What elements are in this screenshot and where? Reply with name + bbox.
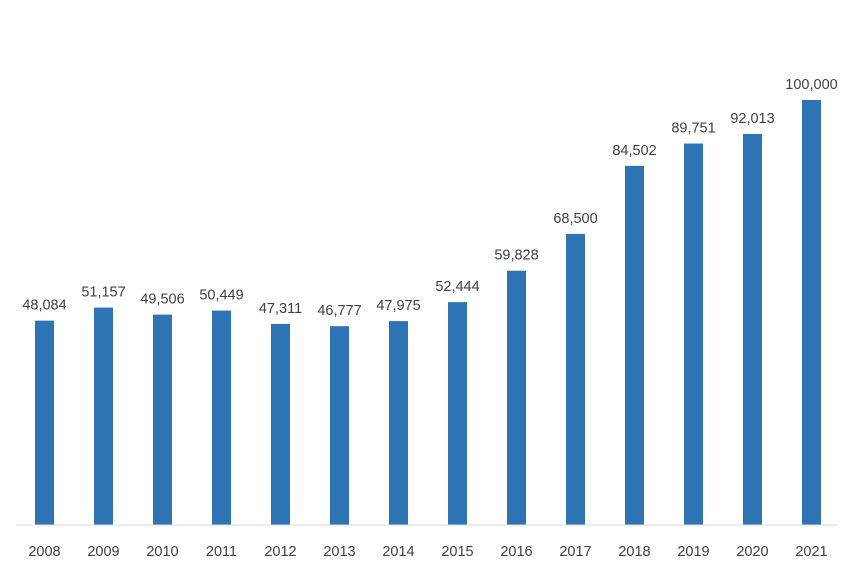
data-label-2018: 84,502 [612, 143, 656, 159]
data-label-2013: 46,777 [317, 303, 361, 319]
x-tick-label-2017: 2017 [559, 544, 591, 560]
x-tick-labels-group: 2008 2009 2010 2011 2012 2013 2014 2015 2016 2017… [28, 544, 827, 560]
x-tick-label-2013: 2013 [323, 544, 355, 560]
bar-2019 [684, 143, 703, 526]
x-tick-label-2015: 2015 [441, 544, 473, 560]
x-tick-label-2018: 2018 [618, 544, 650, 560]
x-tick-label-2019: 2019 [677, 544, 709, 560]
x-tick-label-2008: 2008 [28, 544, 60, 560]
x-tick-label-2010: 2010 [146, 544, 178, 560]
bar-2016 [507, 270, 526, 525]
x-tick-label-2011: 2011 [206, 544, 237, 560]
data-label-2011: 50,449 [199, 288, 243, 304]
bar-2011 [212, 310, 231, 525]
bar-2014 [389, 321, 408, 525]
x-tick-label-2012: 2012 [264, 544, 296, 560]
bar-2010 [153, 314, 172, 525]
x-tick-label-2009: 2009 [87, 544, 119, 560]
data-label-2020: 92,013 [730, 111, 774, 127]
bars-group [35, 100, 821, 526]
bar-2020 [743, 133, 762, 525]
data-labels-group: 48,084 51,157 49,506 50,449 47,311 46,777 47,9… [22, 77, 837, 319]
x-tick-label-2020: 2020 [736, 544, 768, 560]
bar-2018 [625, 165, 644, 525]
data-label-2010: 49,506 [140, 292, 184, 308]
bar-2013 [330, 326, 349, 525]
data-label-2014: 47,975 [376, 298, 420, 314]
data-label-2015: 52,444 [435, 279, 479, 295]
bar-2015 [448, 302, 467, 525]
data-label-2016: 59,828 [494, 248, 538, 264]
bar-2012 [271, 323, 290, 525]
data-label-2019: 89,751 [671, 121, 715, 137]
data-label-2008: 48,084 [22, 298, 66, 314]
x-tick-label-2014: 2014 [382, 544, 414, 560]
data-label-2021: 100,000 [785, 77, 837, 93]
data-label-2012: 47,311 [259, 301, 302, 317]
data-label-2009: 51,157 [81, 285, 125, 301]
x-tick-label-2016: 2016 [500, 544, 532, 560]
bar-2009 [94, 307, 113, 525]
data-label-2017: 68,500 [553, 211, 597, 227]
bar-2017 [566, 233, 585, 525]
bar-2021 [802, 100, 821, 525]
bar-2008 [35, 320, 54, 525]
x-tick-label-2021: 2021 [795, 544, 827, 560]
